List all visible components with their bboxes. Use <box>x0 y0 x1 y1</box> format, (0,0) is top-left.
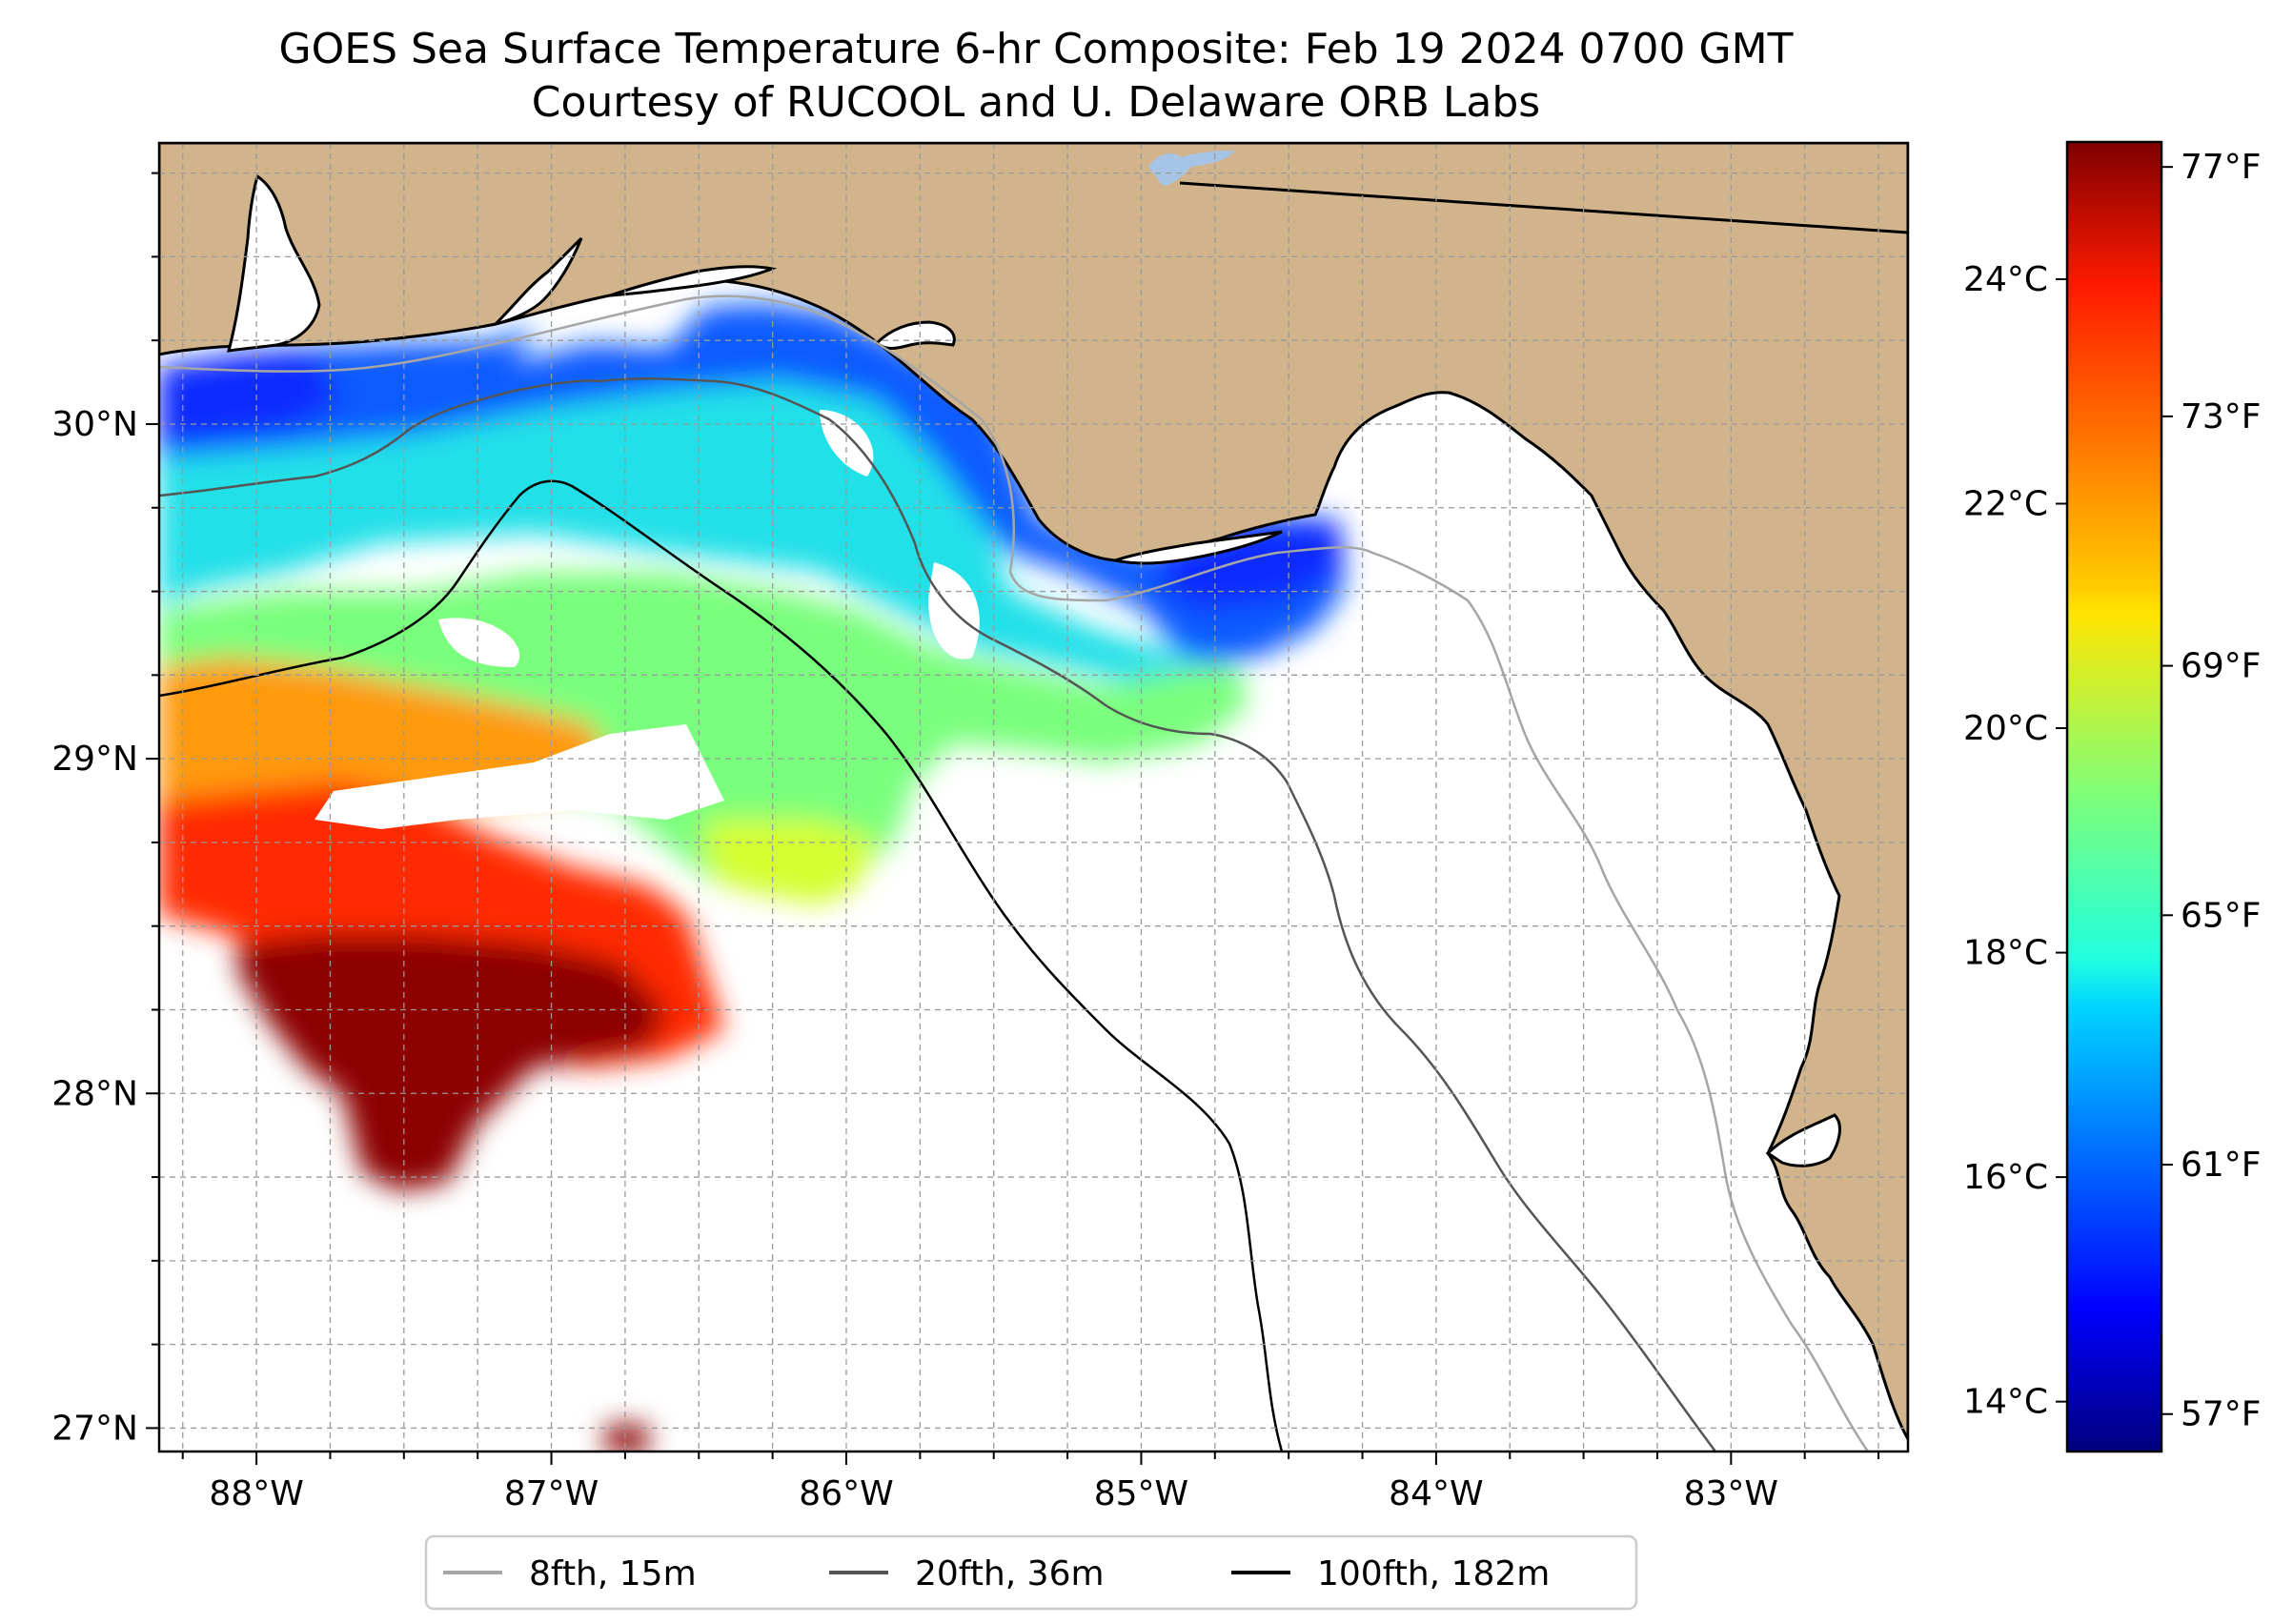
cloud-gap-south <box>315 724 724 829</box>
legend-label: 100fth, 182m <box>1317 1554 1550 1594</box>
celsius-tick-label: 24°C <box>1963 260 2048 299</box>
pensacola-bay <box>491 236 583 327</box>
sst-blue-nearshore <box>159 303 1344 667</box>
apalachicola-bay <box>1109 530 1283 565</box>
y-tick-label: 28°N <box>51 1074 138 1113</box>
x-tick-label: 88°W <box>209 1474 303 1513</box>
legend-box <box>424 1534 1638 1611</box>
y-tick-label: 27°N <box>51 1409 138 1448</box>
celsius-tick-label: 14°C <box>1963 1383 2048 1422</box>
gridlines <box>159 143 1908 1451</box>
contour-100fth <box>159 479 1284 1451</box>
cloud-gap-central <box>438 618 520 667</box>
fahrenheit-tick-label: 69°F <box>2181 647 2262 686</box>
sst-darkred-spot <box>605 1425 648 1451</box>
choctawhatchee-bay <box>609 265 778 297</box>
sst-green-shelf <box>159 572 1248 896</box>
legend-label: 8fth, 15m <box>529 1554 697 1594</box>
celsius-tick-label: 22°C <box>1963 484 2048 523</box>
state-border <box>1179 181 1908 234</box>
y-axis: 30°N 29°N 28°N 27°N <box>51 172 159 1448</box>
x-axis: 88°W 87°W 86°W 85°W 84°W 83°W <box>181 1451 1880 1513</box>
map-panel <box>159 143 1908 1451</box>
celsius-tick-label: 16°C <box>1963 1158 2048 1197</box>
tampa-bay <box>1765 1113 1841 1167</box>
colorbar-fahrenheit-ticks: 57°F 61°F 65°F 69°F 73°F 77°F <box>2161 148 2262 1434</box>
x-tick-label: 83°W <box>1684 1474 1778 1513</box>
st-andrew-bay <box>874 320 956 350</box>
colorbar: 14°C 16°C 18°C 20°C 22°C 24°C 57°F 61°F 65°F 69°… <box>1963 140 2262 1453</box>
colorbar-frame <box>2065 140 2163 1453</box>
sst-yellow <box>705 820 877 905</box>
colorbar-gradient <box>2067 142 2161 1451</box>
y-tick-label: 30°N <box>51 405 138 444</box>
y-tick-label: 29°N <box>51 740 138 779</box>
legend-label: 20fth, 36m <box>915 1554 1105 1594</box>
title-line-2: Courtesy of RUCOOL and U. Delaware ORB L… <box>532 78 1540 127</box>
x-tick-label: 85°W <box>1094 1474 1188 1513</box>
colorbar-celsius-ticks: 14°C 16°C 18°C 20°C 22°C 24°C <box>1963 260 2067 1422</box>
legend: 8fth, 15m 20fth, 36m 100fth, 182m <box>424 1534 1638 1611</box>
fahrenheit-tick-label: 77°F <box>2181 148 2262 187</box>
fahrenheit-tick-label: 65°F <box>2181 896 2262 935</box>
celsius-tick-label: 20°C <box>1963 709 2048 748</box>
x-tick-label: 87°W <box>504 1474 599 1513</box>
mobile-bay <box>226 173 321 353</box>
contour-20fth <box>159 377 1716 1451</box>
lake <box>1148 151 1234 186</box>
x-tick-label: 86°W <box>799 1474 893 1513</box>
sst-darkred <box>238 934 667 1191</box>
x-tick-label: 84°W <box>1389 1474 1483 1513</box>
contour-8fth <box>159 294 1870 1451</box>
fahrenheit-tick-label: 73°F <box>2181 397 2262 436</box>
title-line-1: GOES Sea Surface Temperature 6-hr Compos… <box>279 25 1794 73</box>
celsius-tick-label: 18°C <box>1963 934 2048 973</box>
fahrenheit-tick-label: 61°F <box>2181 1146 2262 1185</box>
fahrenheit-tick-label: 57°F <box>2181 1395 2262 1434</box>
cloud-gap-bayou <box>820 410 874 477</box>
map-frame <box>157 141 1910 1453</box>
